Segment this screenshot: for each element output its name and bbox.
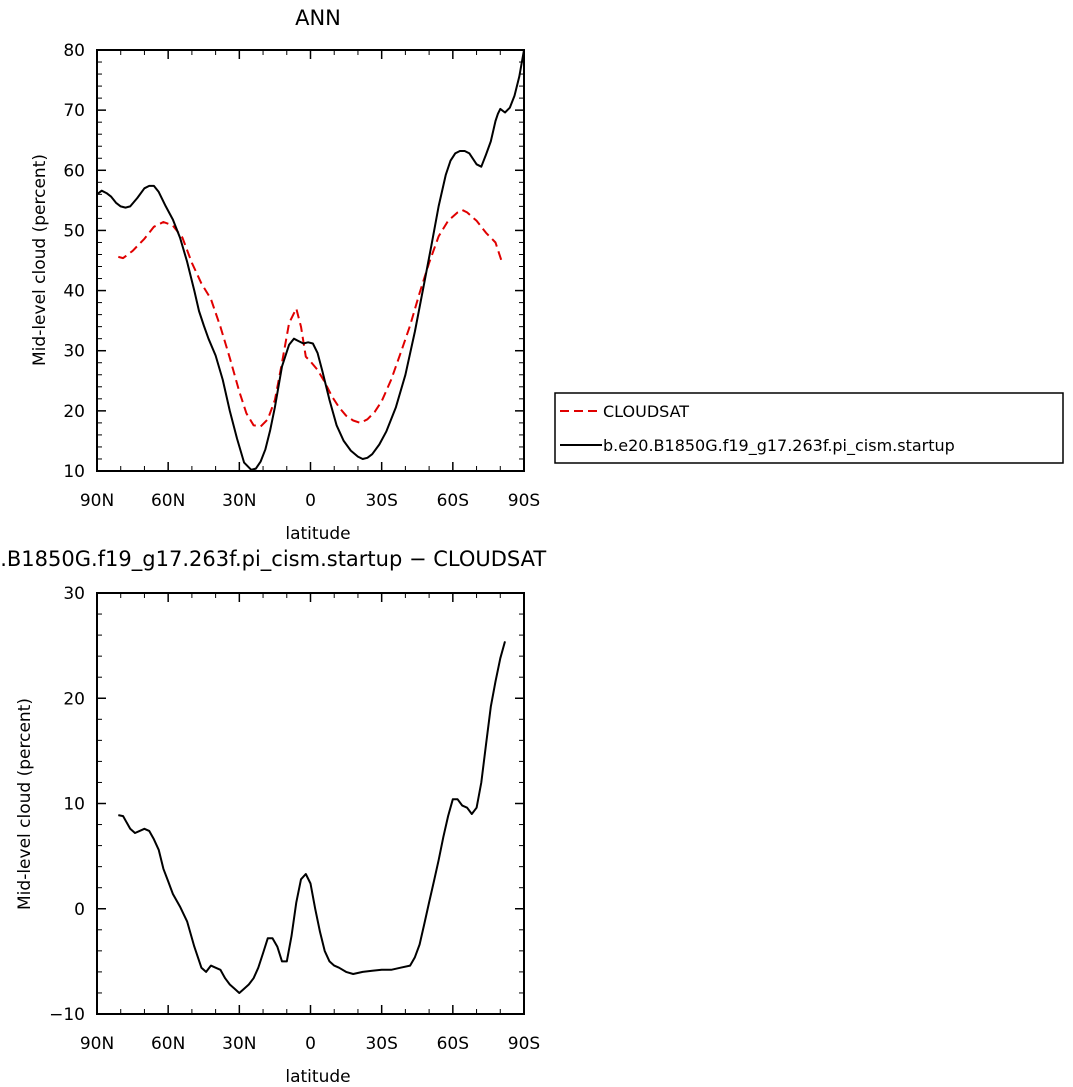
panel2-y-axis-label: Mid-level cloud (percent)	[15, 698, 35, 910]
panel1-title: ANN	[295, 6, 341, 30]
panel2-x-axis-label: latitude	[285, 1067, 350, 1087]
legend-label-cloudsat: CLOUDSAT	[603, 402, 689, 421]
panel1-series-line-cloudsat	[118, 209, 504, 428]
panel2-title: ).B1850G.f19_g17.263f.pi_cism.startup − …	[0, 547, 546, 572]
panel2-y-tick-label: 10	[63, 795, 85, 815]
panel1-y-tick-label: 10	[63, 462, 85, 482]
panel2-tick-marks	[96, 592, 525, 1015]
panel1-x-tick-labels: 90N 60N 30N 0 30S 60S 90S	[80, 491, 540, 511]
panel1-x-tick-label: 30S	[365, 491, 397, 511]
panel2-x-tick-label: 90S	[508, 1034, 540, 1054]
legend-label-model: b.e20.B1850G.f19_g17.263f.pi_cism.startu…	[603, 436, 955, 456]
panel1-x-tick-label: 90N	[80, 491, 114, 511]
panel2-series-lines	[118, 641, 506, 994]
panel2-x-tick-label: 60N	[151, 1034, 185, 1054]
panel2-x-tick-label: 30N	[222, 1034, 256, 1054]
panel1-y-tick-labels: 10 20 30 40 50 60 70 80	[63, 41, 85, 482]
panel2-y-tick-labels: −10 0 10 20 30	[49, 584, 85, 1025]
panel1-tick-marks	[96, 49, 525, 472]
panel2-x-tick-label: 90N	[80, 1034, 114, 1054]
panel1-y-tick-label: 30	[63, 342, 85, 362]
legend-box	[554, 392, 1064, 464]
panel1-x-axis-label: latitude	[285, 524, 350, 544]
panel1-x-tick-label: 30N	[222, 491, 256, 511]
panel1-x-tick-label: 60N	[151, 491, 185, 511]
panel1-plot-frame	[96, 49, 525, 472]
panel1-y-axis-label: Mid-level cloud (percent)	[30, 154, 50, 366]
panel2-y-tick-label: 0	[74, 900, 85, 920]
panel2-x-tick-label: 30S	[365, 1034, 397, 1054]
panel2-y-tick-label: 30	[63, 584, 85, 604]
difference-panel: ).B1850G.f19_g17.263f.pi_cism.startup − …	[0, 547, 546, 1087]
panel1-x-tick-label: 90S	[508, 491, 540, 511]
panel1-x-tick-label: 60S	[437, 491, 469, 511]
panel2-y-tick-label: 20	[63, 689, 85, 709]
panel1-y-tick-label: 20	[63, 402, 85, 422]
panel1-series-line-b-e20-b1850g-f19-g17-263f-pi-cism-startup	[96, 49, 525, 471]
panel1-y-tick-label: 40	[63, 282, 85, 302]
panel1-y-tick-label: 80	[63, 41, 85, 61]
panel1-y-tick-label: 60	[63, 161, 85, 181]
annual-mean-panel: ANN Mid-level cloud (percent) latitude 1…	[30, 6, 540, 544]
panel1-series-lines	[96, 49, 525, 471]
panel2-y-tick-label: −10	[49, 1005, 85, 1025]
panel1-y-tick-label: 50	[63, 221, 85, 241]
panel2-x-tick-label: 60S	[437, 1034, 469, 1054]
legend: CLOUDSAT b.e20.B1850G.f19_g17.263f.pi_ci…	[554, 392, 1064, 464]
panel1-y-tick-label: 70	[63, 101, 85, 121]
panel2-series-line-difference	[118, 641, 506, 994]
panel1-x-tick-label: 0	[305, 491, 316, 511]
panel2-x-tick-label: 0	[305, 1034, 316, 1054]
panel2-x-tick-labels: 90N 60N 30N 0 30S 60S 90S	[80, 1034, 540, 1054]
